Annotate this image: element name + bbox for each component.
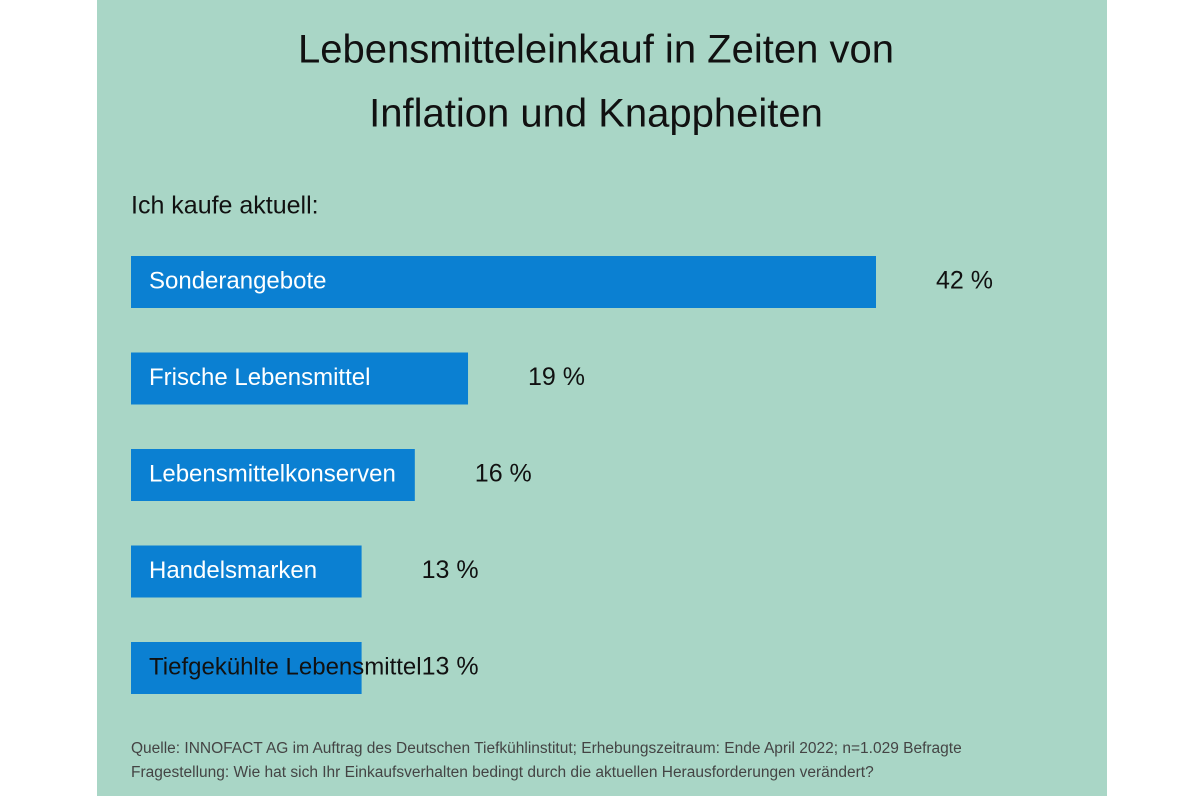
- chart-subtitle: Ich kaufe aktuell:: [131, 192, 319, 220]
- category-label: Tiefgekühlte Lebensmittel: [149, 653, 422, 680]
- category-label: Handelsmarken: [149, 557, 317, 584]
- source-note: Fragestellung: Wie hat sich Ihr Einkaufs…: [131, 764, 874, 781]
- chart-title: Inflation und Knappheiten: [369, 92, 823, 136]
- category-label: Lebensmittelkonserven: [149, 460, 396, 487]
- bar: [131, 256, 876, 308]
- value-label: 16 %: [475, 460, 532, 488]
- value-label: 13 %: [422, 653, 479, 681]
- category-label: Sonderangebote: [149, 267, 327, 294]
- value-label: 19 %: [528, 363, 585, 391]
- value-label: 42 %: [936, 267, 993, 295]
- bar: [131, 352, 469, 405]
- chart-title: Lebensmitteleinkauf in Zeiten von: [298, 28, 894, 72]
- bar: [131, 449, 415, 501]
- source-note: Quelle: INNOFACT AG im Auftrag des Deuts…: [131, 740, 962, 757]
- category-label: Frische Lebensmittel: [149, 364, 370, 391]
- bar: [131, 642, 362, 694]
- bar: [131, 545, 362, 598]
- value-label: 13 %: [422, 556, 479, 584]
